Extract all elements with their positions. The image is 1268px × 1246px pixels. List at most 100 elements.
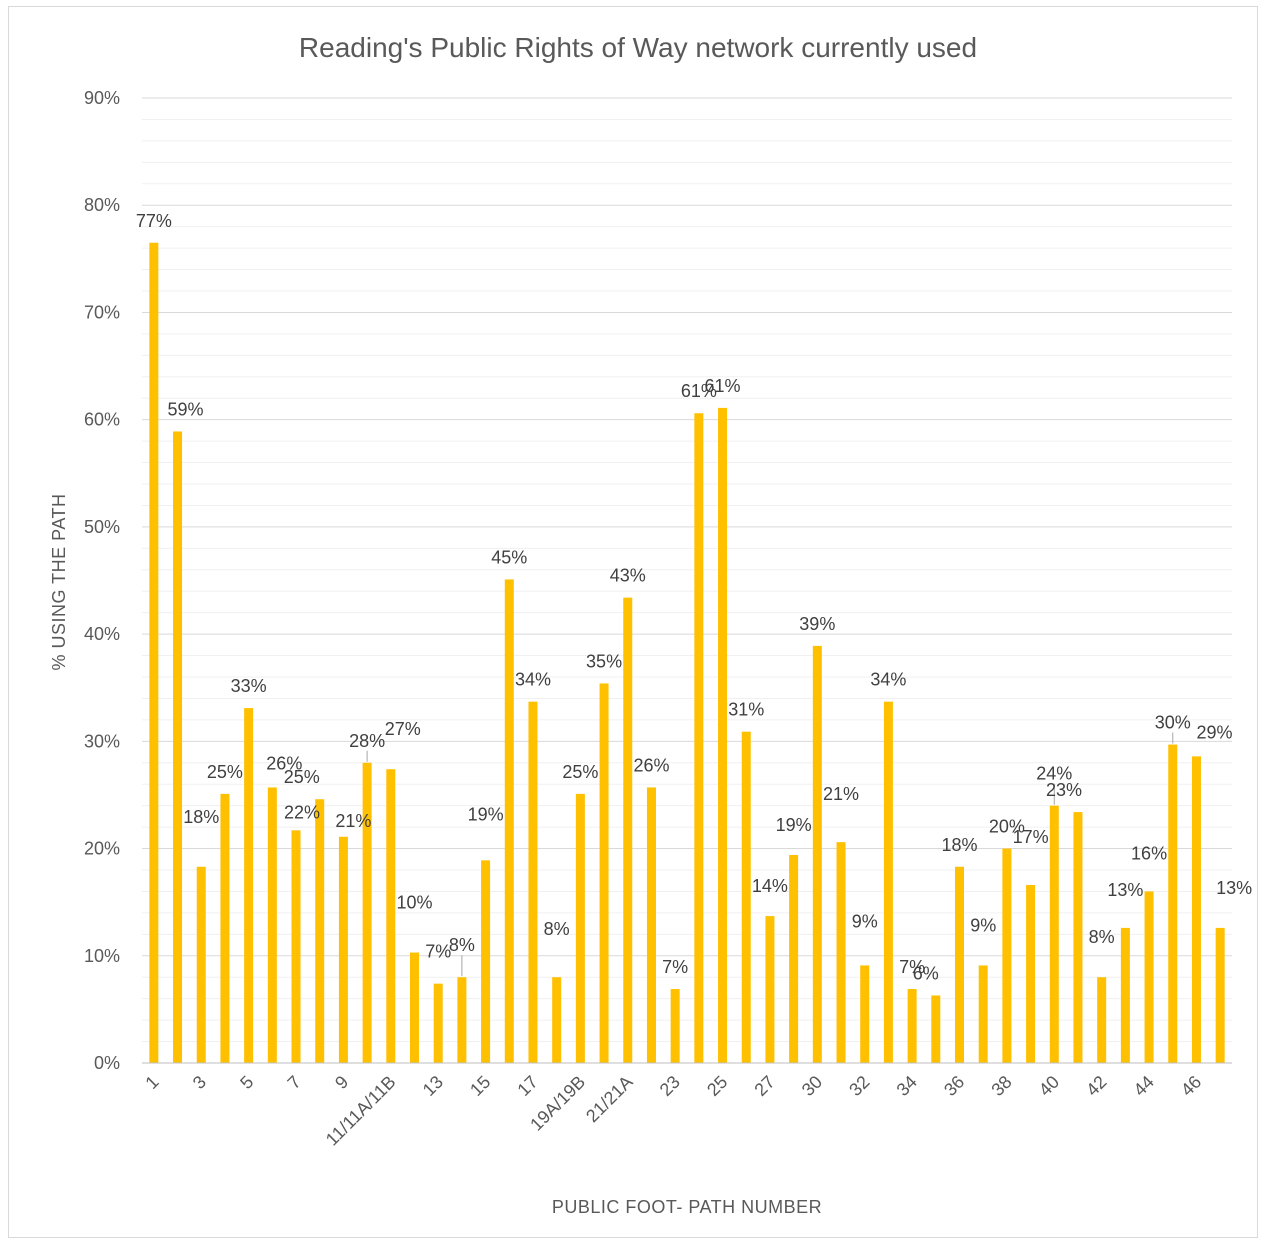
bar [315,799,325,1063]
bar [1215,927,1225,1063]
data-label: 18% [183,807,219,827]
data-label: 17% [1013,827,1049,847]
bar [741,731,751,1063]
data-label: 24% [1036,764,1072,784]
x-tick-label: 17 [514,1072,542,1100]
bar [362,762,372,1063]
data-label: 7% [662,957,688,977]
data-label: 45% [491,547,527,567]
x-tick-label: 11/11A/11B [322,1072,400,1150]
bar [291,830,301,1063]
bar [481,860,491,1063]
bar [931,995,941,1063]
bar [789,854,799,1063]
bar [528,701,538,1063]
x-tick-label: 15 [466,1072,494,1100]
data-label: 8% [1089,927,1115,947]
x-tick-label: 3 [189,1072,210,1093]
bar [955,866,964,1063]
data-label: 8% [544,919,570,939]
bar [196,866,206,1063]
data-label: 61% [705,376,741,396]
data-label: 25% [207,762,243,782]
y-axis-title: % USING THE PATH [49,493,69,670]
bar [978,965,988,1063]
data-label: 61% [681,381,717,401]
x-tick-label: 21/21A [582,1072,636,1126]
label-leader-lines [366,732,1174,977]
data-label: 19% [776,815,812,835]
bar [1026,885,1036,1063]
bar [1120,927,1130,1063]
data-label: 28% [349,731,385,751]
x-axis-title: PUBLIC FOOT- PATH NUMBER [552,1197,822,1217]
bar [670,989,680,1063]
x-tick-label: 13 [419,1072,447,1100]
data-label: 19% [468,804,504,824]
bar [599,683,609,1063]
data-label: 43% [610,566,646,586]
y-tick-label: 10% [84,946,120,966]
data-label: 9% [970,915,996,935]
bars [149,242,1225,1064]
data-label: 21% [823,784,859,804]
x-tick-label: 5 [236,1072,257,1093]
gridlines [142,97,1232,1043]
bar [220,793,230,1063]
data-label: 10% [396,893,432,913]
bar [504,579,514,1063]
data-label: 9% [852,911,878,931]
data-label: 31% [728,700,764,720]
data-label: 21% [335,811,371,831]
x-tick-label: 34 [893,1072,921,1100]
data-label: 29% [1196,722,1232,742]
bar [457,977,467,1063]
x-tick-label: 46 [1177,1072,1205,1100]
bar [552,977,562,1063]
bar [1049,805,1059,1063]
x-tick-label: 40 [1035,1072,1063,1100]
bar [1191,756,1201,1063]
x-tick-label: 32 [845,1072,873,1100]
bar [836,842,846,1063]
y-tick-label: 80% [84,195,120,215]
bar [267,787,277,1063]
data-label: 20% [989,817,1025,837]
x-tick-label: 9 [331,1072,352,1093]
bar [575,793,585,1063]
x-tick-label: 30 [798,1072,826,1100]
bar [433,983,443,1063]
x-tick-label: 23 [656,1072,684,1100]
bar [244,708,254,1063]
data-label: 14% [752,876,788,896]
x-tick-label: 36 [940,1072,968,1100]
data-label: 8% [449,935,475,955]
bar [386,769,396,1063]
bar [812,645,822,1063]
x-tick-label: 1 [141,1072,162,1093]
data-label: 30% [1155,713,1191,733]
bar [646,787,656,1063]
x-tick-label: 27 [750,1072,778,1100]
data-label: 7% [899,957,925,977]
bar [173,431,183,1063]
x-tick-label: 7 [284,1072,305,1093]
x-tick-label: 42 [1082,1072,1110,1100]
bar [718,407,728,1064]
bar [765,916,775,1063]
data-label: 13% [1216,878,1252,898]
bar [860,965,870,1063]
bar-chart: 0%10%20%30%40%50%60%70%80%90% 77%59%18%2… [49,32,1252,1217]
x-tick-label: 25 [703,1072,731,1100]
data-labels: 77%59%18%25%33%26%22%25%21%28%27%10%7%8%… [136,211,1252,984]
y-tick-label: 30% [84,731,120,751]
data-label: 35% [586,651,622,671]
bar [338,836,348,1063]
y-tick-label: 20% [84,839,120,859]
data-label: 18% [941,835,977,855]
data-label: 25% [284,767,320,787]
data-label: 23% [1046,780,1082,800]
y-tick-label: 70% [84,302,120,322]
bar [1002,848,1012,1063]
